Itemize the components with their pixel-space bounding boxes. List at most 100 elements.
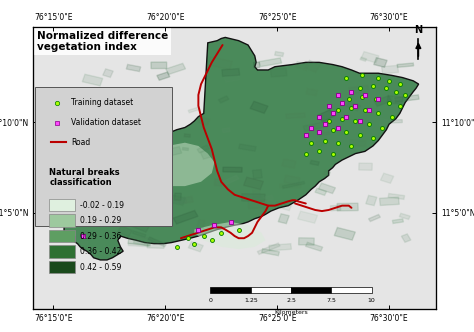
Point xyxy=(342,129,350,134)
Text: Normalized difference
vegetation index: Normalized difference vegetation index xyxy=(37,31,168,52)
Point xyxy=(334,92,342,98)
Point xyxy=(361,108,369,113)
Bar xyxy=(49,199,75,211)
Bar xyxy=(49,230,75,242)
Bar xyxy=(299,238,314,245)
Point xyxy=(365,108,373,113)
Bar xyxy=(253,190,260,198)
Bar xyxy=(250,101,268,113)
Bar xyxy=(334,227,356,240)
Bar xyxy=(184,134,191,137)
Bar xyxy=(323,171,330,176)
Point xyxy=(334,125,342,130)
Point xyxy=(227,219,234,224)
Bar xyxy=(188,242,203,252)
Bar xyxy=(160,147,182,158)
Point xyxy=(338,100,346,105)
Point xyxy=(385,78,393,83)
Bar xyxy=(127,115,141,124)
Point xyxy=(321,138,328,143)
Text: 0.29 - 0.36: 0.29 - 0.36 xyxy=(80,232,122,241)
Bar xyxy=(49,245,75,258)
Bar xyxy=(81,240,88,245)
Point xyxy=(347,143,355,149)
Bar xyxy=(346,102,360,111)
Bar xyxy=(179,197,193,204)
Bar xyxy=(173,210,198,224)
Point xyxy=(302,151,310,156)
Bar xyxy=(318,110,334,122)
Point xyxy=(315,149,323,154)
Bar xyxy=(360,57,366,61)
Bar xyxy=(74,154,91,165)
Bar xyxy=(306,137,316,145)
Bar xyxy=(306,89,318,96)
Point xyxy=(184,235,191,241)
Point xyxy=(374,111,382,116)
Bar xyxy=(134,241,149,246)
Bar xyxy=(49,214,75,227)
Bar xyxy=(152,180,162,187)
Text: 0: 0 xyxy=(209,298,212,303)
Bar xyxy=(151,62,167,69)
Text: Kilometers: Kilometers xyxy=(274,310,308,315)
Point xyxy=(329,151,337,156)
Point xyxy=(315,129,323,134)
Point xyxy=(347,105,355,111)
Bar xyxy=(368,214,380,221)
Bar xyxy=(282,159,296,168)
Bar xyxy=(136,99,147,105)
Bar xyxy=(224,74,240,82)
Bar xyxy=(257,243,280,254)
Bar xyxy=(393,95,402,100)
Bar xyxy=(244,177,264,190)
Bar xyxy=(128,243,148,247)
Point xyxy=(372,97,379,102)
Bar xyxy=(269,244,292,251)
Bar xyxy=(374,96,392,106)
Bar xyxy=(222,68,240,76)
Bar xyxy=(103,69,113,77)
Polygon shape xyxy=(127,143,215,186)
Bar xyxy=(270,68,287,77)
Bar xyxy=(319,183,336,194)
Bar xyxy=(167,195,185,206)
Point xyxy=(342,75,350,80)
Text: 1.25: 1.25 xyxy=(244,298,258,303)
Bar xyxy=(366,196,377,206)
Point xyxy=(379,125,386,130)
Bar xyxy=(158,174,166,182)
Point xyxy=(325,103,332,109)
Bar xyxy=(118,226,132,237)
Point xyxy=(334,108,342,113)
Point xyxy=(191,241,198,246)
Point xyxy=(374,97,382,102)
Bar xyxy=(275,202,292,210)
Bar xyxy=(395,95,419,102)
Bar xyxy=(280,184,301,188)
Bar xyxy=(154,156,167,166)
Text: Road: Road xyxy=(72,138,91,147)
Bar xyxy=(130,144,146,152)
Bar xyxy=(211,224,224,230)
Bar xyxy=(251,287,291,293)
Text: Natural breaks
classification: Natural breaks classification xyxy=(49,168,120,187)
Text: 10: 10 xyxy=(368,298,375,303)
Point xyxy=(401,92,409,98)
Polygon shape xyxy=(194,222,265,249)
Point xyxy=(396,103,403,109)
Bar xyxy=(174,199,187,203)
Point xyxy=(342,114,350,119)
Bar xyxy=(305,60,320,72)
Bar xyxy=(223,167,242,172)
Bar xyxy=(283,181,305,188)
Point xyxy=(194,227,202,232)
Point xyxy=(302,132,310,138)
Bar xyxy=(242,194,265,201)
Bar xyxy=(278,214,289,224)
Bar xyxy=(399,213,410,219)
Bar xyxy=(150,102,166,108)
Point xyxy=(388,114,395,119)
Point xyxy=(356,118,363,124)
Point xyxy=(392,89,400,94)
